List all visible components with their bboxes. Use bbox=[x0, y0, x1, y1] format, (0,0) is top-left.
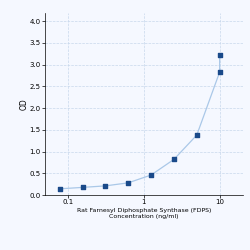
Y-axis label: OD: OD bbox=[19, 98, 28, 110]
Point bbox=[126, 181, 130, 185]
Point bbox=[149, 173, 153, 177]
Point bbox=[218, 53, 222, 57]
Point bbox=[218, 70, 222, 74]
Point bbox=[58, 187, 62, 191]
Point bbox=[80, 186, 84, 190]
Point bbox=[172, 157, 176, 161]
Point bbox=[195, 133, 199, 137]
X-axis label: Rat Farnesyl Diphosphate Synthase (FDPS)
Concentration (ng/ml): Rat Farnesyl Diphosphate Synthase (FDPS)… bbox=[76, 208, 211, 219]
Point bbox=[104, 184, 108, 188]
